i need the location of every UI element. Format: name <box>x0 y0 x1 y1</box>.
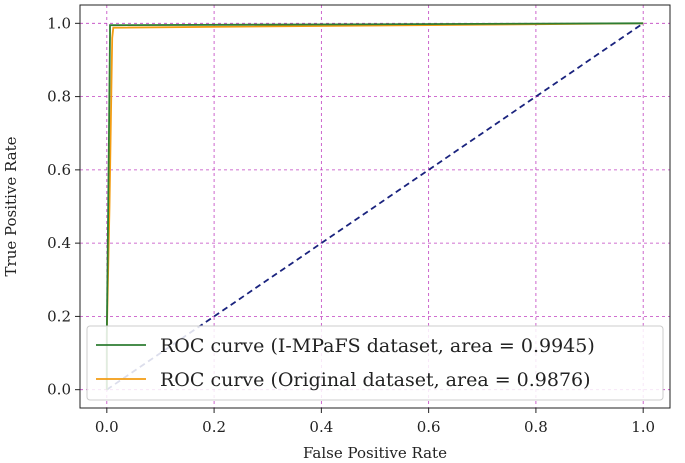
y-tick-label: 0.6 <box>47 161 71 179</box>
y-tick-label: 1.0 <box>47 14 71 32</box>
legend: ROC curve (I-MPaFS dataset, area = 0.994… <box>86 325 664 401</box>
x-tick-label: 0.8 <box>524 418 548 436</box>
y-tick-label: 0.0 <box>47 381 71 399</box>
x-tick-label: 0.4 <box>309 418 333 436</box>
x-tick-label: 0.0 <box>95 418 119 436</box>
x-axis-label: False Positive Rate <box>303 444 447 462</box>
y-tick-label: 0.2 <box>47 307 71 325</box>
legend-box <box>86 325 664 401</box>
x-tick-label: 0.2 <box>202 418 226 436</box>
x-tick-label: 1.0 <box>631 418 655 436</box>
axis-ticks: 0.0 0.2 0.4 0.6 0.8 1.0 0.0 0.2 0.4 0.6 0.8 1.0 <box>47 14 655 436</box>
x-tick-label: 0.6 <box>417 418 441 436</box>
legend-label-original: ROC curve (Original dataset, area = 0.98… <box>160 369 591 391</box>
y-tick-label: 0.8 <box>47 88 71 106</box>
y-axis-label: True Positive Rate <box>2 136 20 276</box>
legend-label-imapfs: ROC curve (I-MPaFS dataset, area = 0.994… <box>160 335 595 357</box>
chance-diagonal-line <box>106 22 644 391</box>
plot-frame <box>79 4 671 409</box>
y-tick-label: 0.4 <box>47 234 71 252</box>
